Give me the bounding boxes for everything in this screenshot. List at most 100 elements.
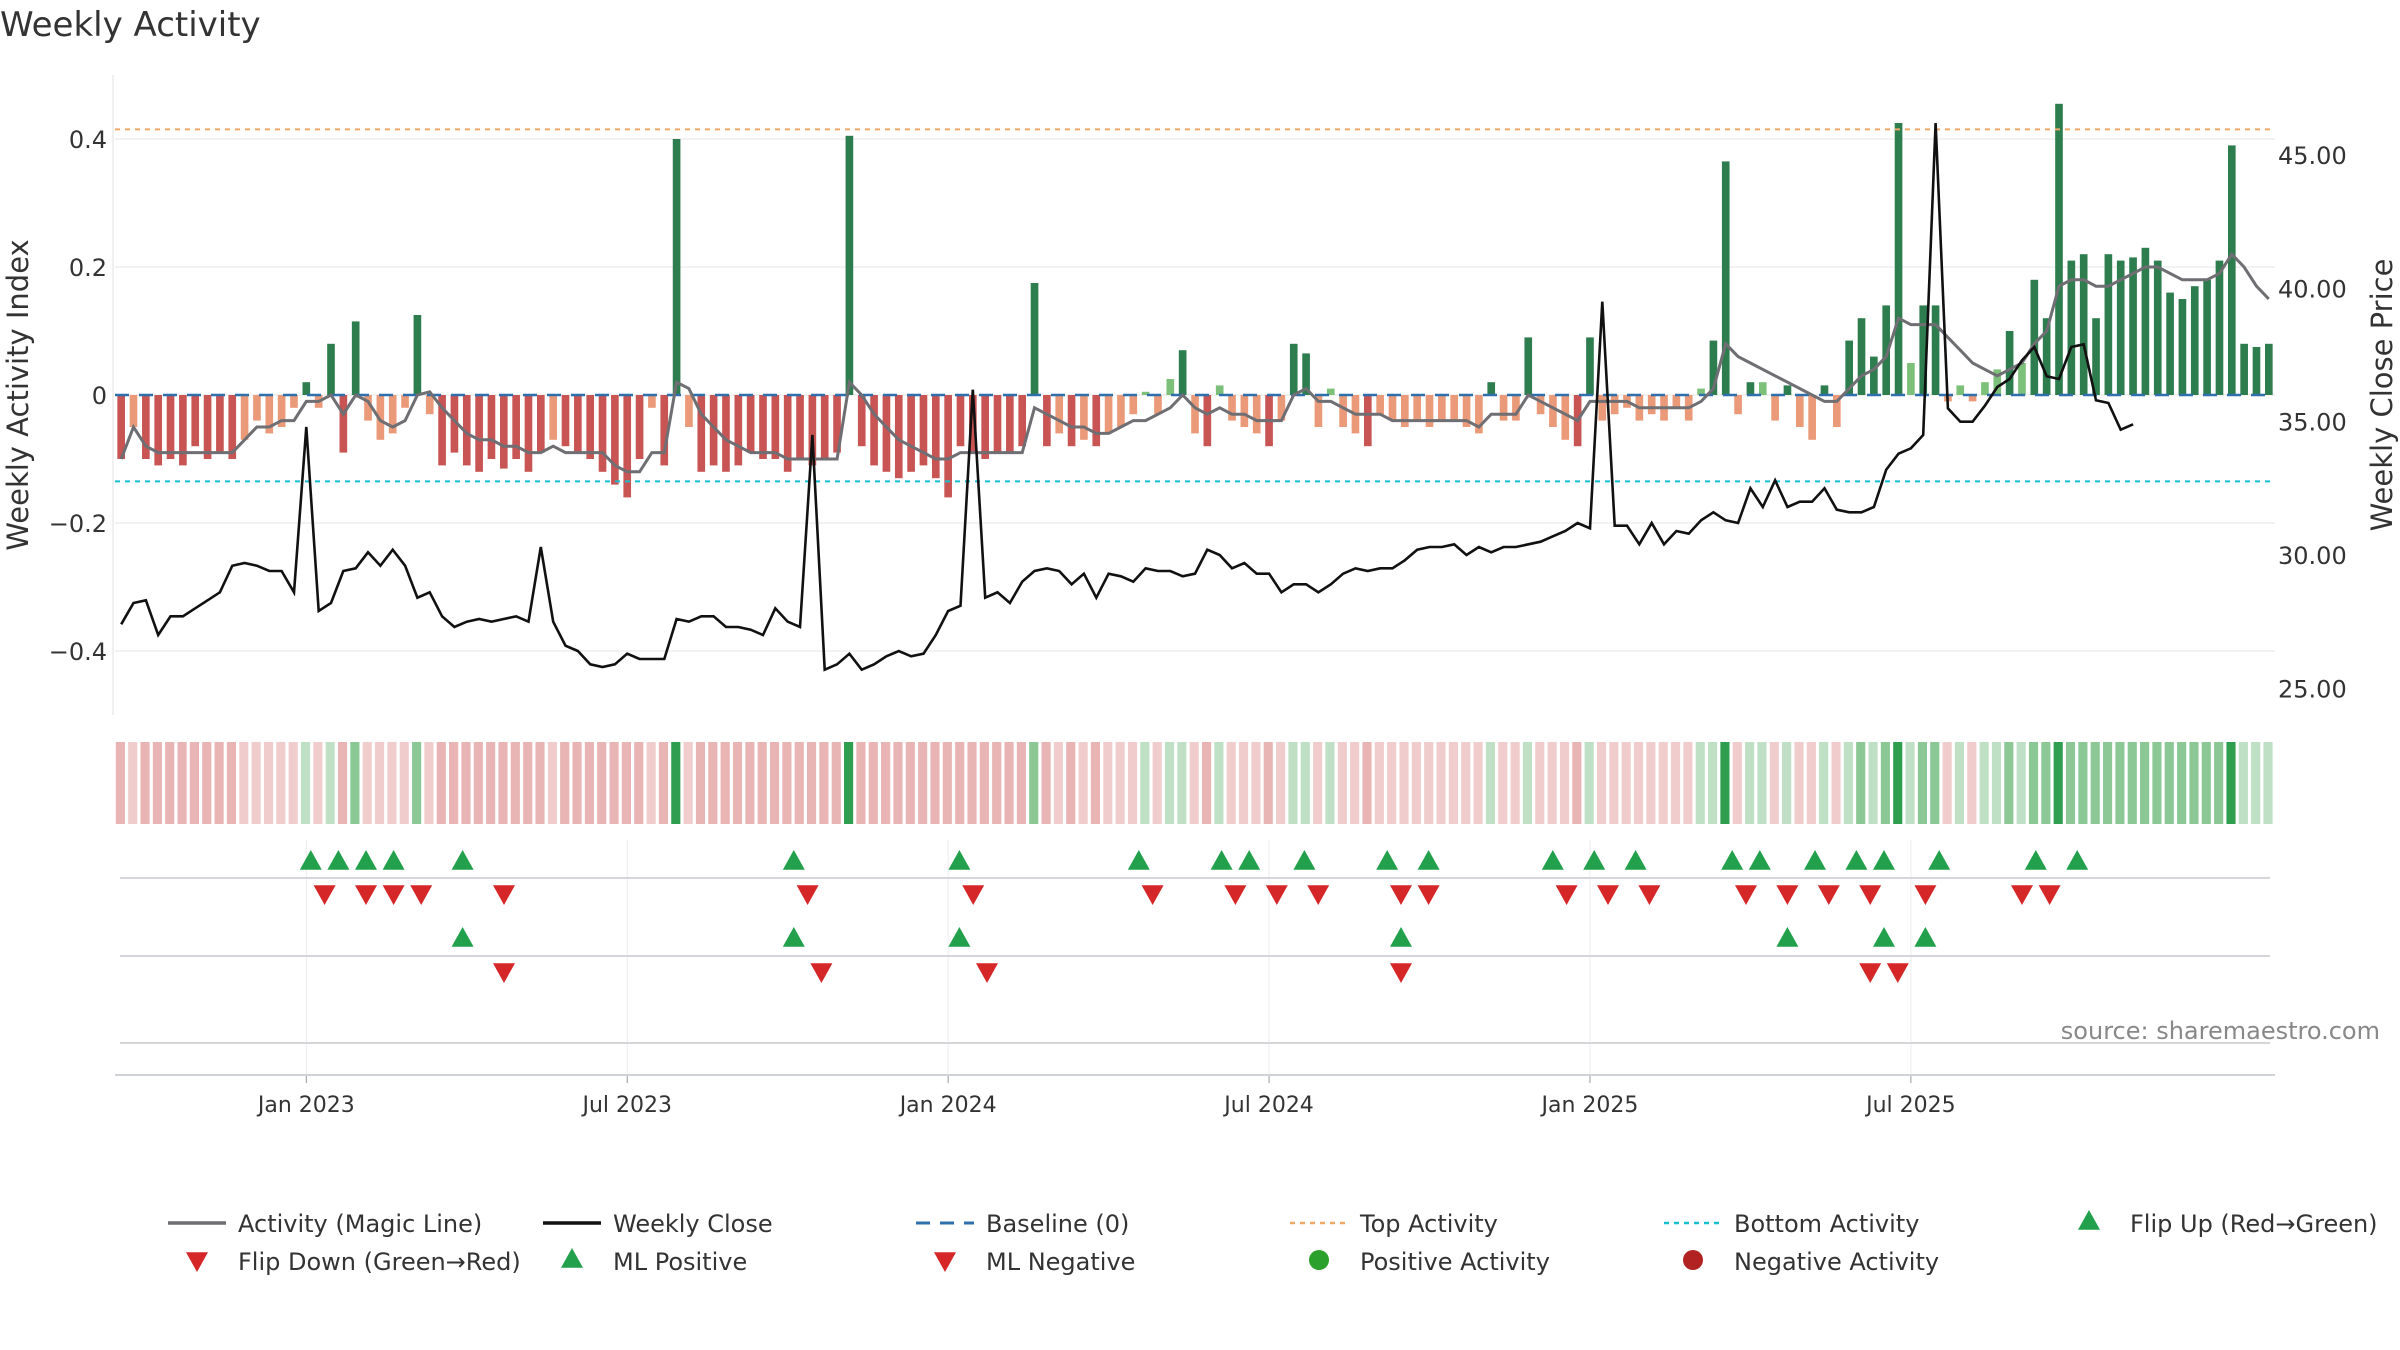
strip-cell [2226, 742, 2236, 824]
activity-bar [1055, 395, 1064, 434]
activity-bar [117, 395, 125, 459]
strip-cell [1239, 742, 1249, 824]
strip-cell [1276, 742, 1286, 824]
activity-bar [1536, 395, 1545, 415]
legend-label: Flip Down (Green→Red) [238, 1248, 521, 1276]
flip-down-marker [1141, 885, 1164, 905]
activity-bar [1376, 395, 1384, 415]
magic-line [119, 251, 2270, 474]
activity-bar [611, 395, 619, 485]
strip-cell [2103, 742, 2113, 824]
strip-cell [1004, 742, 1014, 824]
activity-bar [796, 395, 804, 459]
activity-bar [1401, 395, 1409, 427]
strip-cell [1930, 742, 1940, 824]
strip-cell [1794, 742, 1804, 824]
lines-layer [119, 122, 2270, 672]
strip-cell [671, 742, 681, 824]
flip-down-marker [493, 885, 515, 905]
strip-cell [1103, 742, 1113, 824]
legend-swatch-up [2078, 1210, 2100, 1230]
strip-cell [1263, 742, 1273, 824]
activity-bar [2178, 299, 2187, 395]
strip-cell [708, 742, 718, 824]
strip-cell [2201, 742, 2211, 824]
activity-bar [1499, 395, 1508, 421]
activity-bar [129, 395, 138, 427]
strip-cell [1547, 742, 1557, 824]
activity-bar [191, 395, 200, 447]
legend-label: Top Activity [1359, 1210, 1498, 1238]
legend-item: Bottom Activity [1664, 1210, 1919, 1238]
activity-bar [425, 395, 434, 415]
activity-bar [1203, 395, 1212, 447]
strip-cell [1201, 742, 1212, 824]
strip-cell [732, 742, 743, 824]
strip-cell [1498, 742, 1508, 824]
activity-bar [2055, 103, 2063, 396]
strip-cell [1485, 742, 1495, 824]
y-axis-label: Weekly Activity Index [1, 239, 35, 550]
flip-down-marker [1735, 885, 1757, 905]
strip-cell [288, 742, 298, 824]
activity-bar [561, 395, 570, 447]
strip-cell [1374, 742, 1384, 824]
strip-cell [128, 742, 138, 824]
activity-bar [1339, 395, 1347, 427]
activity-bar [1993, 369, 2002, 395]
strip-cell [2177, 742, 2187, 824]
strip-cell [572, 742, 582, 824]
y2-tick-label: 25.00 [2278, 675, 2347, 703]
strip-cell [1584, 742, 1594, 824]
strip-cell [782, 742, 792, 824]
legend-swatch-down [934, 1252, 956, 1272]
strip-cell [1831, 742, 1841, 824]
activity-bar [1919, 305, 1928, 395]
ml-negative-marker [493, 963, 515, 983]
legend-label: ML Negative [986, 1248, 1135, 1276]
activity-bar [1030, 283, 1039, 395]
legend: Activity (Magic Line) Weekly Close Baselin… [168, 1210, 2378, 1276]
strip-cell [881, 742, 891, 824]
flip-up-marker [1541, 850, 1564, 870]
strip-cell [1510, 742, 1520, 824]
strip-cell [1942, 742, 1952, 824]
activity-bar [1882, 305, 1891, 395]
strip-cell [2140, 742, 2150, 824]
activity-bar [1388, 395, 1397, 421]
legend-item: ML Negative [934, 1248, 1135, 1276]
flip-down-marker [2038, 885, 2061, 905]
flip-up-marker [2024, 850, 2047, 870]
activity-bar [1302, 353, 1310, 395]
activity-bar [635, 395, 644, 459]
strip-cell [2065, 742, 2076, 824]
strip-cell [1868, 742, 1878, 824]
activity-bar [2005, 331, 2014, 395]
strip-cell [2041, 742, 2051, 824]
activity-bar [512, 395, 520, 459]
strip-cell [918, 742, 928, 824]
strip-cell [955, 742, 965, 824]
strip-cell [1078, 742, 1088, 824]
strip-cell [535, 742, 545, 824]
activity-bar [1191, 395, 1199, 434]
activity-bar [1808, 395, 1816, 440]
strip-cell [1461, 742, 1471, 824]
strip-cell [769, 742, 780, 824]
activity-bar [623, 395, 632, 498]
activity-bar [1721, 161, 1730, 395]
strip-cell [1350, 742, 1360, 824]
legend-item: ML Positive [561, 1248, 747, 1276]
strip-cell [1041, 742, 1051, 824]
flip-up-marker [327, 850, 350, 870]
strip-cell [387, 742, 397, 824]
strip-cell [930, 742, 940, 824]
strip-cell [1596, 742, 1607, 824]
strip-cell [1856, 742, 1866, 824]
strip-cell [658, 742, 669, 824]
strip-cell [1658, 742, 1668, 824]
flip-down-marker [1776, 885, 1799, 905]
activity-strip [115, 742, 2273, 824]
activity-bar [1820, 385, 1829, 395]
strip-cell [2115, 742, 2125, 824]
